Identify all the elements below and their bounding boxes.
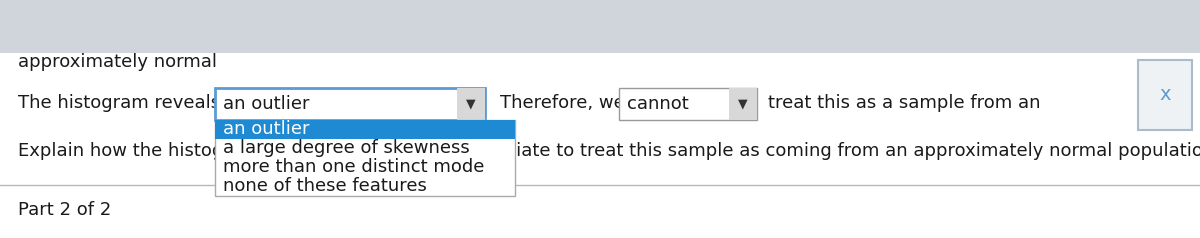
Text: an outlier: an outlier (223, 120, 310, 138)
Text: treat this as a sample from an: treat this as a sample from an (768, 94, 1040, 112)
Text: none of these features: none of these features (223, 177, 427, 195)
Bar (457, 88, 485, 120)
Bar (1138, 60, 1192, 130)
Text: ▼: ▼ (738, 98, 748, 110)
Text: more than one distinct mode: more than one distinct mode (223, 158, 485, 176)
Text: The histogram reveals: The histogram reveals (18, 94, 220, 112)
Bar (0, 0, 1200, 53)
Text: Therefore, we: Therefore, we (500, 94, 625, 112)
Bar (215, 120, 515, 139)
Text: an outlier: an outlier (223, 95, 310, 113)
Text: ▼: ▼ (466, 98, 476, 110)
Text: a large degree of skewness: a large degree of skewness (223, 139, 469, 157)
Text: x: x (1159, 85, 1171, 104)
Bar (215, 120, 515, 196)
Bar (730, 88, 757, 120)
Text: cannot: cannot (628, 95, 689, 113)
Bar (215, 88, 485, 120)
Text: Part 2 of 2: Part 2 of 2 (18, 201, 112, 219)
Text: Explain how the histogram shows whether it is appropriate to treat this sample a: Explain how the histogram shows whether … (18, 142, 1200, 160)
Bar (619, 88, 757, 120)
Text: approximately normal: approximately normal (18, 53, 217, 71)
